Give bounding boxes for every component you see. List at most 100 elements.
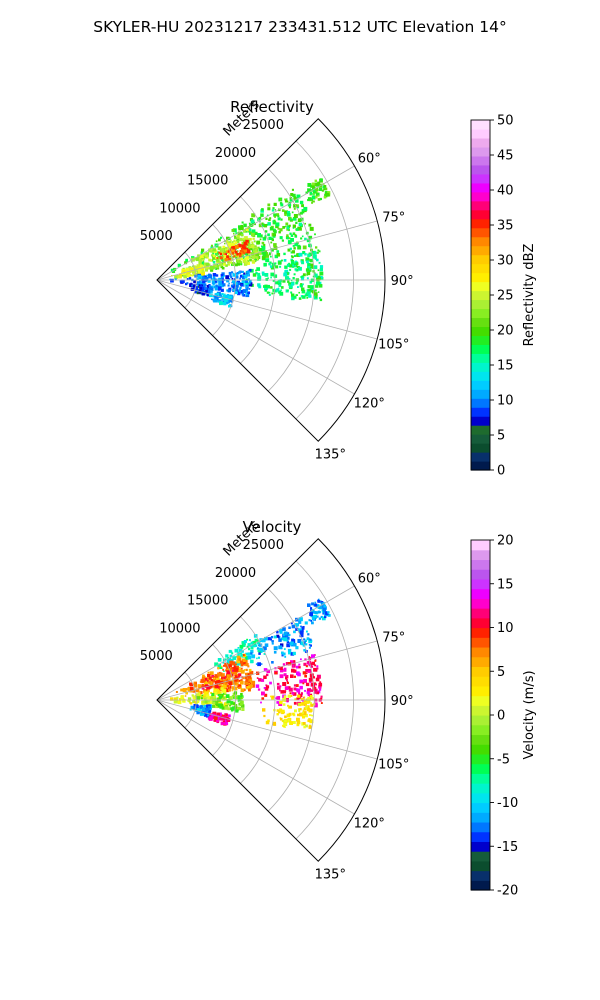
velocity-gate bbox=[310, 607, 313, 610]
reflectivity-gate bbox=[319, 298, 323, 302]
velocity-gate bbox=[276, 709, 280, 712]
reflectivity-gate bbox=[293, 295, 297, 299]
reflectivity-gate bbox=[316, 281, 320, 286]
velocity-colorbar-tick-label: 15 bbox=[497, 577, 514, 592]
velocity-gate bbox=[310, 697, 314, 701]
reflectivity-gate bbox=[290, 251, 293, 254]
velocity-gate bbox=[227, 662, 230, 665]
velocity-gate bbox=[298, 663, 301, 666]
velocity-colorbar-segment bbox=[471, 685, 490, 697]
reflectivity-gate bbox=[236, 259, 240, 263]
velocity-gate bbox=[314, 659, 317, 662]
reflectivity-gate bbox=[304, 222, 306, 225]
velocity-gate bbox=[255, 663, 258, 665]
velocity-gate bbox=[304, 713, 308, 718]
velocity-gate bbox=[290, 622, 293, 625]
velocity-colorbar-tick-label: -5 bbox=[497, 752, 510, 767]
reflectivity-gate bbox=[198, 272, 202, 275]
reflectivity-gate bbox=[243, 223, 247, 228]
reflectivity-gate bbox=[290, 218, 293, 221]
reflectivity-gate bbox=[287, 203, 291, 207]
reflectivity-gate bbox=[234, 263, 238, 267]
reflectivity-gate bbox=[218, 281, 222, 286]
velocity-gate bbox=[284, 656, 287, 658]
velocity-gate bbox=[223, 676, 226, 679]
reflectivity-gate bbox=[301, 261, 305, 265]
reflectivity-colorbar-segment bbox=[471, 200, 490, 211]
reflectivity-gate bbox=[250, 219, 255, 224]
velocity-gate bbox=[250, 684, 254, 687]
reflectivity-gate bbox=[230, 276, 233, 279]
velocity-gate bbox=[292, 665, 295, 667]
reflectivity-gate bbox=[311, 201, 313, 204]
reflectivity-gate bbox=[316, 251, 319, 254]
velocity-gate bbox=[220, 691, 222, 694]
reflectivity-gate bbox=[253, 240, 256, 243]
velocity-gate bbox=[190, 705, 194, 709]
reflectivity-gate bbox=[235, 275, 239, 279]
velocity-gate bbox=[255, 684, 260, 688]
reflectivity-gate bbox=[259, 238, 262, 241]
reflectivity-gate bbox=[249, 256, 252, 259]
reflectivity-gate bbox=[221, 257, 225, 262]
reflectivity-gate bbox=[184, 261, 188, 265]
reflectivity-gate bbox=[200, 275, 205, 280]
reflectivity-gate bbox=[215, 258, 219, 262]
velocity-gate bbox=[224, 719, 228, 723]
velocity-gate bbox=[227, 677, 231, 681]
reflectivity-gate bbox=[235, 239, 240, 244]
reflectivity-gate bbox=[245, 239, 249, 244]
reflectivity-gate bbox=[317, 249, 320, 252]
velocity-gate bbox=[300, 658, 302, 661]
reflectivity-gate bbox=[318, 187, 323, 191]
reflectivity-gate bbox=[200, 285, 205, 290]
velocity-gate bbox=[197, 684, 201, 688]
reflectivity-gate bbox=[260, 209, 264, 213]
velocity-gate bbox=[308, 697, 312, 701]
reflectivity-gate bbox=[200, 251, 204, 255]
velocity-gate bbox=[206, 710, 210, 714]
reflectivity-gate bbox=[267, 233, 270, 237]
reflectivity-gate bbox=[199, 264, 203, 268]
reflectivity-gate bbox=[269, 217, 272, 220]
velocity-colorbar-tick-label: 20 bbox=[497, 534, 514, 549]
reflectivity-colorbar-segment bbox=[471, 362, 490, 372]
reflectivity-gate bbox=[301, 210, 305, 214]
velocity-gate bbox=[244, 681, 249, 685]
reflectivity-gate bbox=[307, 188, 312, 193]
reflectivity-gate bbox=[225, 294, 229, 299]
velocity-gate bbox=[293, 687, 297, 691]
velocity-gate bbox=[271, 642, 274, 645]
velocity-gate bbox=[211, 704, 215, 708]
velocity-gate bbox=[311, 654, 315, 659]
velocity-gate bbox=[225, 701, 230, 705]
reflectivity-gate bbox=[262, 273, 265, 276]
reflectivity-gate bbox=[203, 264, 208, 269]
velocity-gate bbox=[290, 674, 294, 678]
velocity-gate bbox=[262, 708, 266, 712]
velocity-gate bbox=[271, 640, 274, 643]
reflectivity-gate bbox=[281, 259, 283, 262]
reflectivity-gate bbox=[223, 254, 227, 259]
reflectivity-gate bbox=[314, 187, 318, 191]
reflectivity-gate bbox=[217, 246, 222, 251]
velocity-gate bbox=[219, 715, 223, 720]
velocity-gate bbox=[228, 714, 231, 718]
velocity-gate bbox=[187, 700, 189, 702]
reflectivity-gate bbox=[214, 287, 218, 291]
velocity-gate bbox=[278, 638, 282, 642]
reflectivity-gate bbox=[237, 256, 241, 261]
reflectivity-gate bbox=[185, 258, 188, 262]
reflectivity-gate bbox=[245, 288, 249, 291]
reflectivity-gate bbox=[284, 265, 288, 269]
reflectivity-gate bbox=[272, 288, 276, 292]
reflectivity-gate bbox=[222, 260, 225, 263]
reflectivity-gate bbox=[261, 245, 266, 250]
velocity-gate bbox=[308, 725, 312, 729]
reflectivity-gate bbox=[245, 282, 249, 286]
velocity-gate bbox=[307, 708, 311, 712]
velocity-gate bbox=[243, 661, 246, 665]
velocity-gate bbox=[291, 668, 295, 673]
velocity-gate bbox=[306, 691, 310, 695]
reflectivity-gate bbox=[258, 223, 262, 227]
